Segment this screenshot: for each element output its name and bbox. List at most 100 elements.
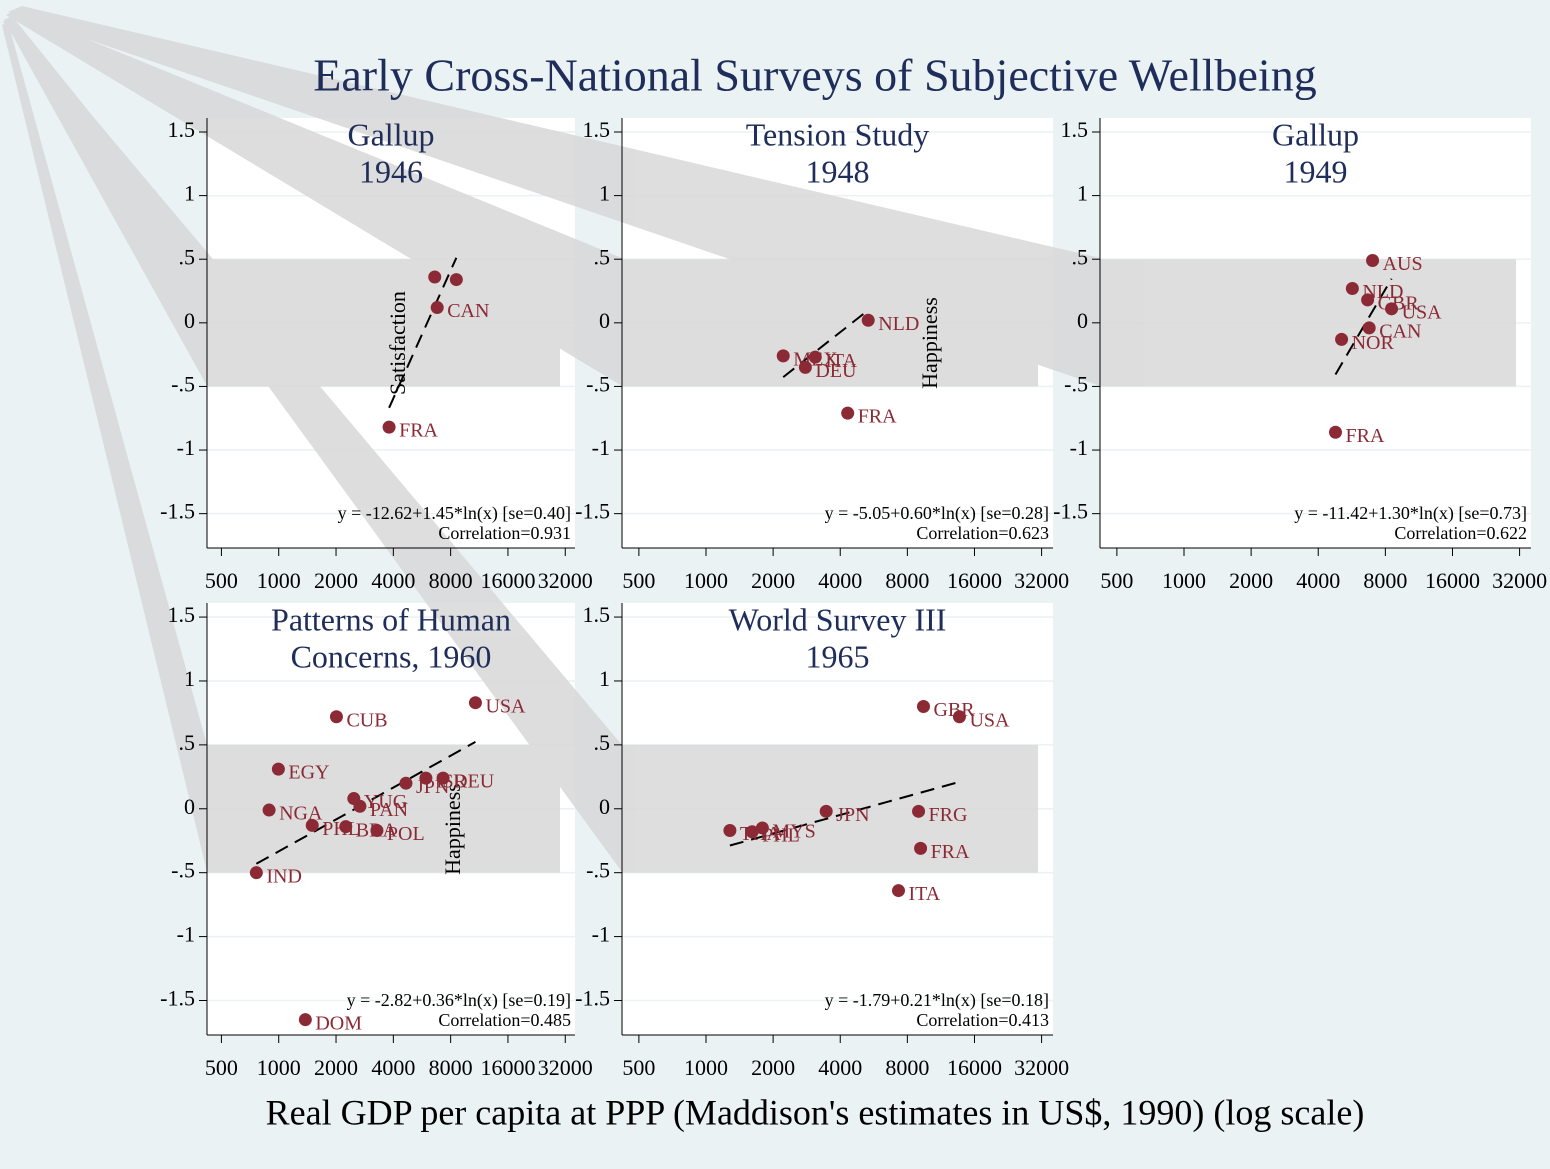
point (1328, 425, 1342, 439)
point (798, 360, 812, 374)
point (305, 818, 319, 832)
point (891, 884, 905, 898)
x-tick-label: 4000 (1296, 568, 1340, 593)
point (436, 771, 450, 785)
point (912, 804, 926, 818)
panel-title: 1949 (1284, 153, 1348, 189)
correlation: Correlation=0.413 (916, 1010, 1049, 1030)
point-label: USA (969, 709, 1010, 731)
x-axis-title: Real GDP per capita at PPP (Maddison's e… (266, 1092, 1365, 1132)
x-tick-label: 500 (622, 1055, 655, 1080)
point (1335, 332, 1349, 346)
x-tick-label: 32000 (538, 1055, 593, 1080)
x-tick-label: 32000 (1014, 1055, 1069, 1080)
y-tick-label: 0 (184, 794, 195, 819)
y-tick-label: 0 (599, 308, 610, 333)
y-tick-label: -1.5 (160, 499, 195, 524)
y-tick-label: 1 (184, 666, 195, 691)
point (776, 349, 790, 363)
y-tick-label: 0 (184, 308, 195, 333)
panel-title: Gallup (347, 116, 434, 152)
point (755, 821, 769, 835)
panel-title: Concerns, 1960 (291, 638, 492, 674)
x-tick-label: 16000 (947, 1055, 1002, 1080)
x-tick-label: 8000 (1363, 568, 1407, 593)
y-tick-label: .5 (179, 244, 196, 269)
x-tick-label: 32000 (1014, 568, 1069, 593)
fit-line (255, 741, 476, 865)
y-tick-label: 0 (1077, 308, 1088, 333)
point (339, 820, 353, 834)
point-label: FRA (399, 420, 438, 442)
y-tick-label: 1 (599, 181, 610, 206)
point (353, 799, 367, 813)
point-label: IND (266, 865, 302, 887)
y-tick-label: -1 (592, 435, 610, 460)
point (808, 350, 822, 364)
callout-band (207, 259, 560, 387)
x-tick-label: 2000 (314, 568, 358, 593)
x-tick-label: 4000 (371, 1055, 415, 1080)
y-tick-label: -1.5 (160, 986, 195, 1011)
x-tick-label: 32000 (1492, 568, 1547, 593)
point (419, 771, 433, 785)
point-label: PAN (370, 799, 408, 821)
point-label: CAN (1379, 321, 1421, 343)
x-tick-label: 16000 (480, 568, 535, 593)
y-tick-label: -1 (1070, 435, 1088, 460)
point (249, 866, 263, 880)
fit-equation: y = -5.05+0.60*ln(x) [se=0.28] (825, 503, 1049, 524)
y-axis-title: Happiness (440, 783, 465, 875)
x-tick-label: 8000 (429, 568, 473, 593)
callout-band (622, 259, 1038, 387)
x-tick-label: 500 (1100, 568, 1133, 593)
point-label: CUB (346, 709, 387, 731)
correlation: Correlation=0.623 (916, 523, 1049, 543)
point (1345, 281, 1359, 295)
point-label: EGY (288, 762, 329, 784)
point-label: AUS (1383, 253, 1423, 275)
fit-equation: y = -2.82+0.36*ln(x) [se=0.19] (347, 990, 571, 1011)
fit-line (782, 309, 869, 378)
x-tick-label: 16000 (947, 568, 1002, 593)
callout-shape (2, 22, 207, 872)
y-tick-label: 1 (1077, 181, 1088, 206)
point-label: MYS (772, 821, 815, 843)
y-tick-label: 0 (599, 794, 610, 819)
point (428, 270, 442, 284)
point-label: POL (387, 823, 425, 845)
point-label: USA (1402, 301, 1443, 323)
y-tick-label: 1.5 (168, 602, 196, 627)
x-tick-label: 1000 (684, 568, 728, 593)
y-tick-label: 1.5 (168, 117, 196, 142)
correlation: Correlation=0.485 (438, 1010, 571, 1030)
point (916, 700, 930, 714)
point (1361, 293, 1375, 307)
point (449, 273, 463, 287)
y-axis-title: Happiness (917, 297, 942, 389)
point (1385, 302, 1399, 316)
x-tick-label: 2000 (314, 1055, 358, 1080)
y-tick-label: -1 (177, 435, 195, 460)
x-tick-label: 2000 (751, 1055, 795, 1080)
y-tick-label: -.5 (1064, 371, 1088, 396)
x-tick-label: 1000 (257, 1055, 301, 1080)
point-label: DEU (815, 360, 857, 382)
point (1362, 321, 1376, 335)
y-tick-label: -.5 (171, 371, 195, 396)
x-tick-label: 32000 (538, 568, 593, 593)
x-tick-label: 16000 (1425, 568, 1480, 593)
x-tick-label: 1000 (1162, 568, 1206, 593)
y-tick-label: .5 (179, 730, 196, 755)
point-label: USA (485, 695, 526, 717)
x-tick-label: 500 (205, 568, 238, 593)
x-tick-label: 8000 (429, 1055, 473, 1080)
point (723, 824, 737, 838)
point (861, 313, 875, 327)
panel-title: Gallup (1272, 116, 1359, 152)
y-tick-label: -.5 (171, 858, 195, 883)
point (329, 710, 343, 724)
x-tick-label: 2000 (1229, 568, 1273, 593)
point-label: NOR (1352, 332, 1395, 354)
